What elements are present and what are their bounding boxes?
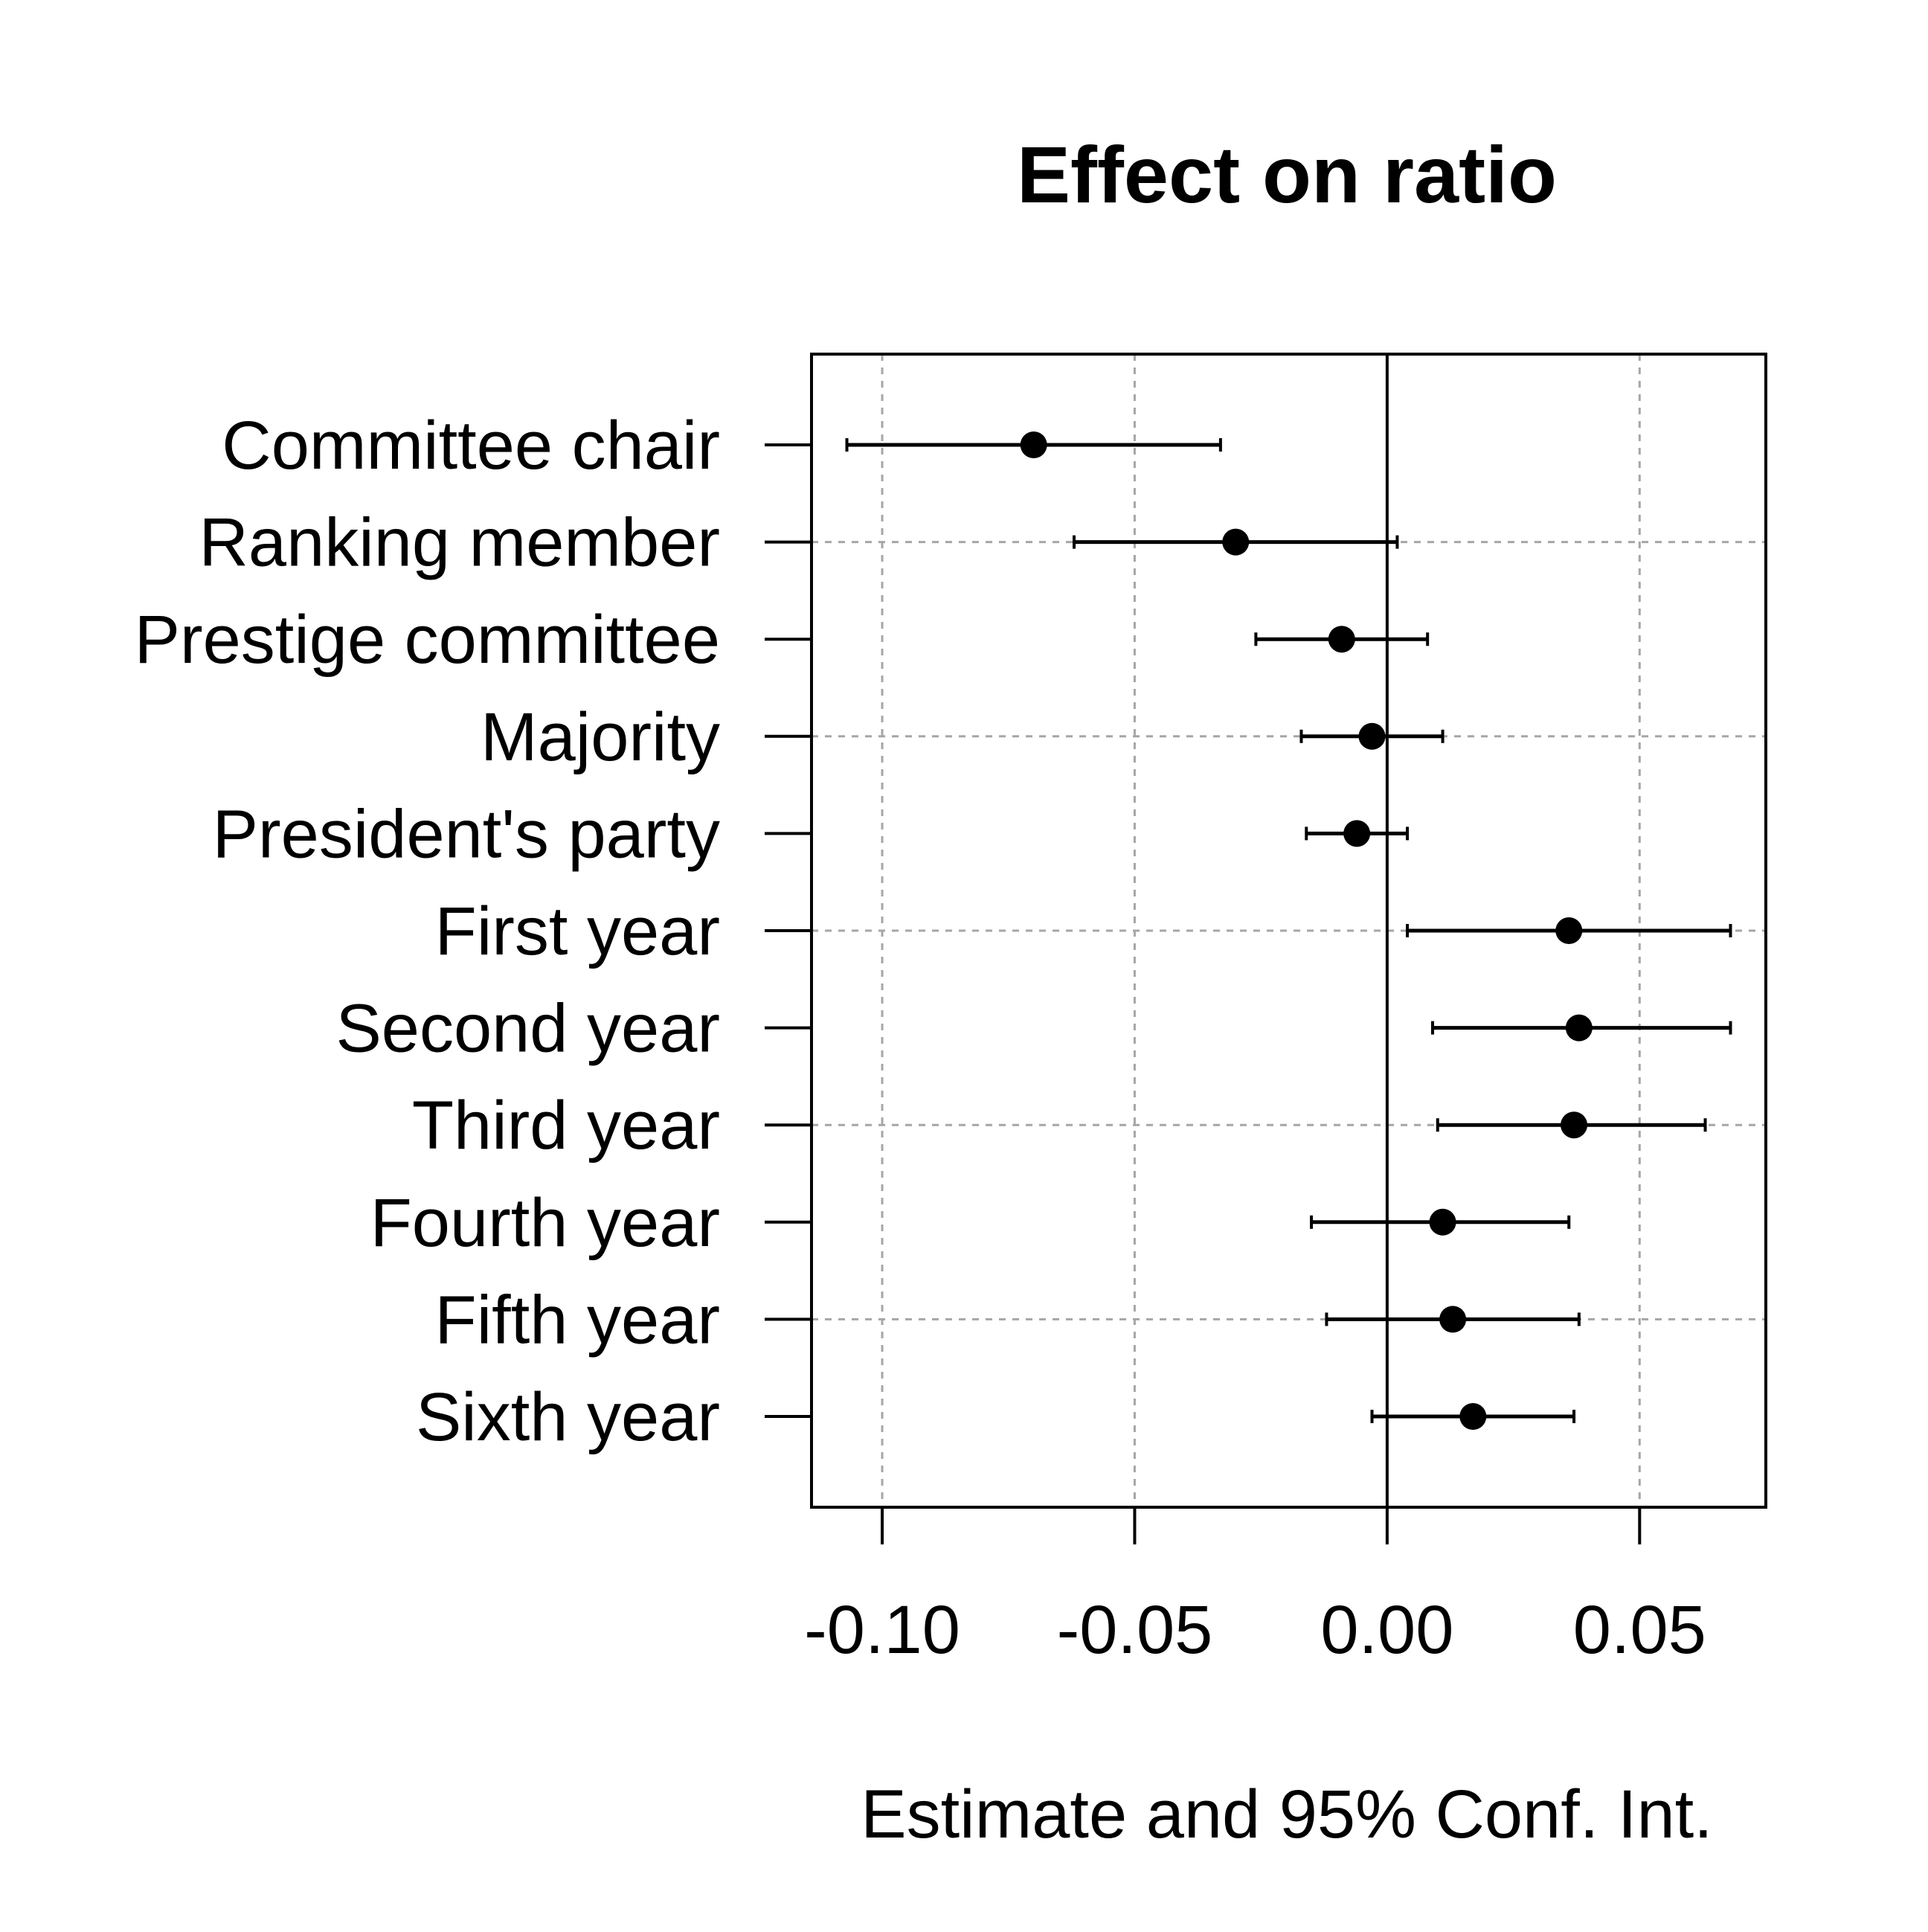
category-label: Committee chair	[222, 408, 720, 484]
estimate-point	[1429, 1208, 1456, 1236]
x-tick-label: -0.10	[804, 1592, 960, 1668]
estimate-point	[1020, 431, 1047, 458]
x-axis: -0.10 -0.05 0.00 0.05	[804, 1507, 1706, 1668]
estimate-row	[1406, 917, 1732, 944]
category-label: Sixth year	[416, 1379, 720, 1455]
y-axis: Committee chair Ranking member Prestige co…	[135, 408, 812, 1455]
estimate-row	[1305, 820, 1410, 847]
estimate-point	[1439, 1306, 1467, 1333]
estimate-point	[1358, 722, 1386, 750]
category-label: Second year	[335, 991, 720, 1067]
estimate-point	[1555, 917, 1583, 944]
estimate-row	[1370, 1403, 1576, 1430]
chart-title: Effect on ratio	[1017, 129, 1557, 219]
x-tick-label: 0.05	[1573, 1592, 1706, 1668]
category-label: Majority	[481, 699, 720, 775]
category-label: Third year	[412, 1088, 720, 1164]
x-tick-label: -0.05	[1057, 1592, 1213, 1668]
category-label: Ranking member	[199, 505, 720, 581]
category-label: Prestige committee	[135, 602, 720, 678]
estimate-row	[1254, 626, 1430, 653]
estimate-row	[1072, 528, 1399, 556]
estimate-marks	[845, 431, 1732, 1430]
category-label: Fourth year	[370, 1185, 720, 1261]
estimate-point	[1561, 1111, 1588, 1139]
estimate-row	[1430, 1014, 1732, 1042]
estimate-row	[1325, 1306, 1581, 1333]
estimate-point	[1459, 1403, 1487, 1430]
category-label: Fifth year	[435, 1282, 720, 1358]
estimate-row	[1310, 1208, 1571, 1236]
category-label: First year	[435, 893, 720, 969]
estimate-point	[1565, 1014, 1593, 1042]
x-axis-label: Estimate and 95% Conf. Int.	[861, 1777, 1713, 1852]
estimate-point	[1343, 820, 1371, 847]
estimate-row	[845, 431, 1222, 458]
category-label: President's party	[213, 796, 720, 872]
x-tick-label: 0.00	[1320, 1592, 1453, 1668]
estimate-row	[1436, 1111, 1707, 1139]
estimate-point	[1328, 626, 1355, 653]
estimate-point	[1222, 528, 1250, 556]
estimate-row	[1299, 722, 1445, 750]
